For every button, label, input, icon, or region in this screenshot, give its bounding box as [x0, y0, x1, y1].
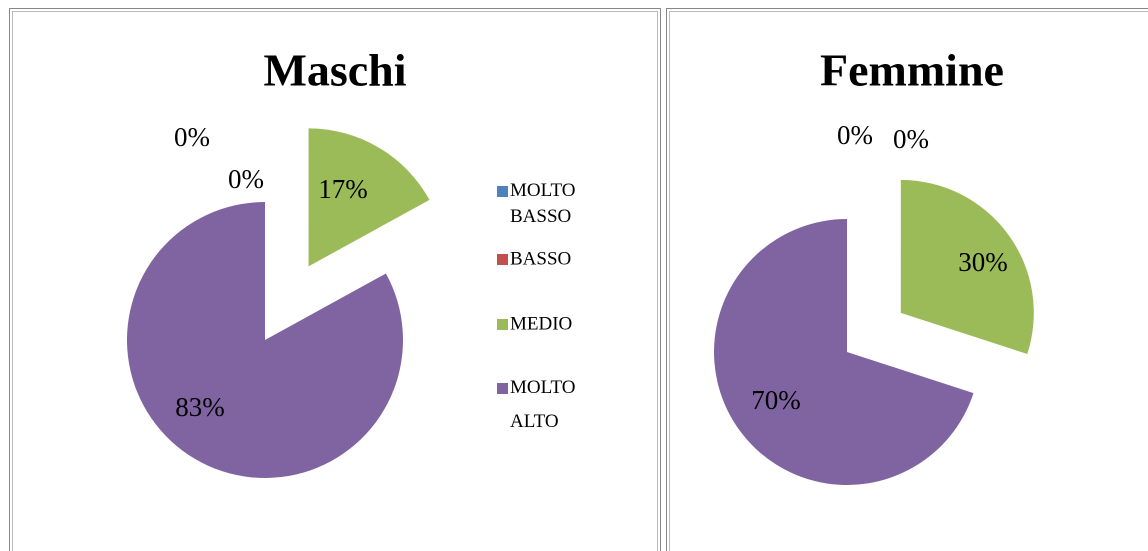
- legend-swatch: [497, 383, 508, 394]
- legend-swatch: [497, 186, 508, 197]
- chart-title: Femmine: [820, 45, 1004, 96]
- legend-swatch: [497, 319, 508, 330]
- legend-label: MOLTO BASSO: [510, 180, 575, 227]
- legend-label: BASSO: [510, 248, 571, 269]
- data-label: 70%: [751, 385, 801, 415]
- pie-slice: [308, 128, 430, 267]
- frame: [669, 11, 1148, 551]
- data-label: 0%: [837, 120, 873, 150]
- data-label: 0%: [174, 122, 210, 152]
- legend-swatch: [497, 254, 508, 265]
- data-label: 0%: [228, 164, 264, 194]
- pie-slice: [900, 179, 1034, 355]
- data-label: 83%: [175, 392, 225, 422]
- pie-slice: [127, 202, 403, 478]
- legend-label: MEDIO: [510, 313, 572, 334]
- legend-label: MOLTO ALTO: [510, 377, 575, 432]
- frame: [666, 8, 1148, 551]
- data-label: 30%: [958, 247, 1008, 277]
- frame: [12, 11, 658, 551]
- frame: [9, 8, 661, 551]
- data-label: 17%: [318, 174, 368, 204]
- chart-title: Maschi: [263, 45, 406, 96]
- data-label: 0%: [893, 124, 929, 154]
- pie-slice: [714, 219, 974, 485]
